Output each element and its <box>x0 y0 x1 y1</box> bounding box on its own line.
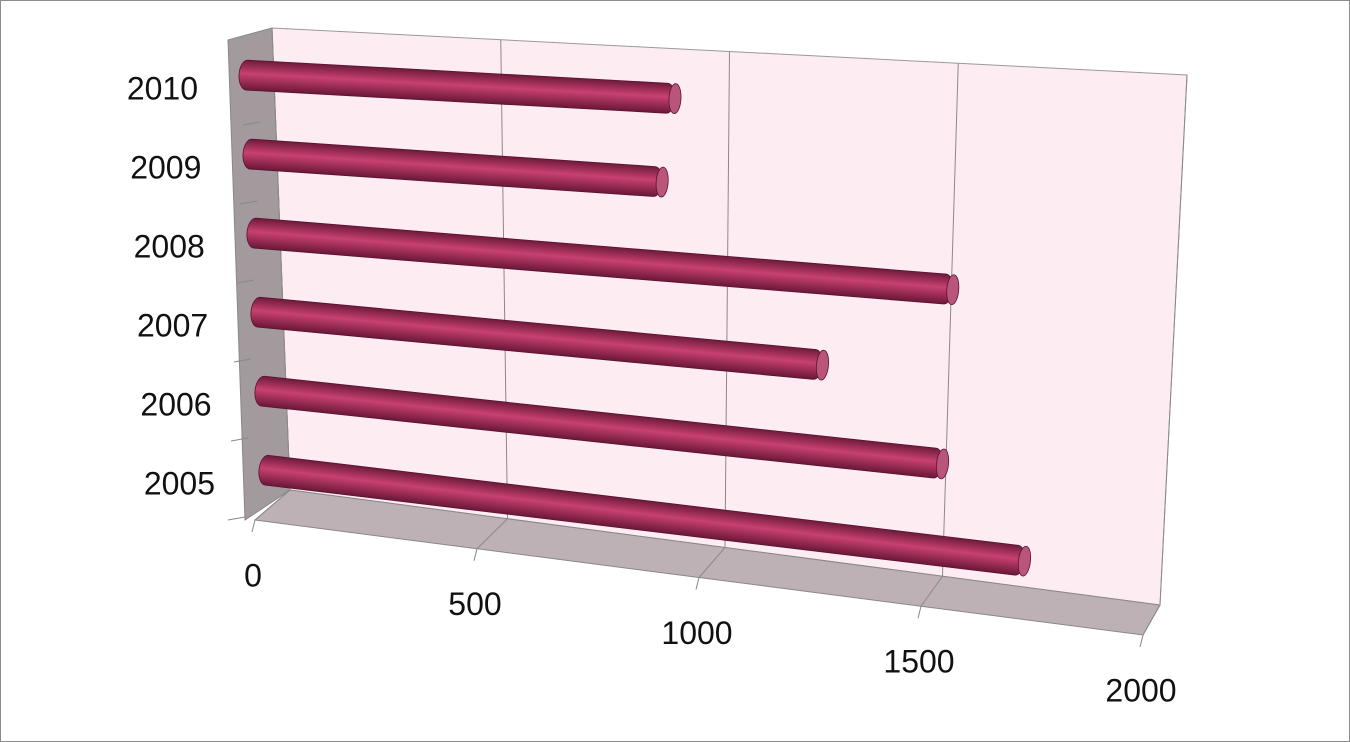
floor-grid-line <box>1142 604 1161 636</box>
bar-cap <box>1017 545 1032 577</box>
y-tick-label: 2008 <box>134 228 205 264</box>
floor-grid-line <box>476 518 508 550</box>
y-tick-label: 2010 <box>127 70 198 106</box>
y-tick-label: 2007 <box>137 307 208 343</box>
grid-line <box>500 39 508 519</box>
cylinder <box>258 454 1032 577</box>
bar-cap <box>815 349 830 381</box>
y-tick <box>227 516 246 521</box>
bar-cap <box>935 448 950 480</box>
bar-cap <box>946 274 960 306</box>
x-tick <box>473 548 478 561</box>
y-tick <box>242 121 261 126</box>
y-tick-label: 2009 <box>130 149 201 185</box>
cylinder <box>238 59 682 115</box>
x-tick <box>917 606 922 619</box>
x-tick <box>1139 634 1144 648</box>
floor-grid-line <box>698 547 726 578</box>
cylinder <box>242 138 669 198</box>
y-tick <box>233 358 252 363</box>
x-tick-label: 2000 <box>1105 672 1176 708</box>
grid-line <box>1159 74 1188 606</box>
floor-grid-line <box>254 489 291 521</box>
grid <box>251 27 1188 648</box>
bars <box>238 59 1032 577</box>
bar-cap <box>668 83 682 115</box>
cylinder <box>246 217 960 306</box>
bar-cap <box>655 166 669 198</box>
x-tick-label: 0 <box>244 557 262 593</box>
cylinder <box>250 296 830 381</box>
cylinder <box>254 375 950 480</box>
y-tick-label: 2005 <box>144 465 215 501</box>
x-tick <box>251 519 256 533</box>
floor-grid-line <box>920 575 943 607</box>
grid-line <box>942 63 959 577</box>
y-tick <box>230 437 249 442</box>
grid-line <box>271 27 291 491</box>
x-tick <box>695 577 700 590</box>
grid-line <box>724 51 730 548</box>
x-tick-label: 1000 <box>661 615 732 651</box>
y-tick-label: 2006 <box>140 386 211 422</box>
x-tick-label: 1500 <box>883 644 954 680</box>
y-tick <box>236 279 255 284</box>
y-tick <box>239 200 258 205</box>
x-tick-label: 500 <box>448 586 501 622</box>
